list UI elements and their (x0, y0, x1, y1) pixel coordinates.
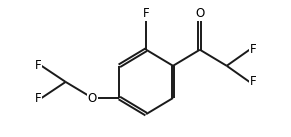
Text: F: F (35, 92, 42, 105)
Text: O: O (195, 7, 205, 20)
Text: F: F (35, 59, 42, 72)
Text: F: F (143, 7, 150, 20)
Text: O: O (88, 92, 97, 105)
Text: F: F (249, 75, 256, 88)
Text: F: F (249, 43, 256, 56)
